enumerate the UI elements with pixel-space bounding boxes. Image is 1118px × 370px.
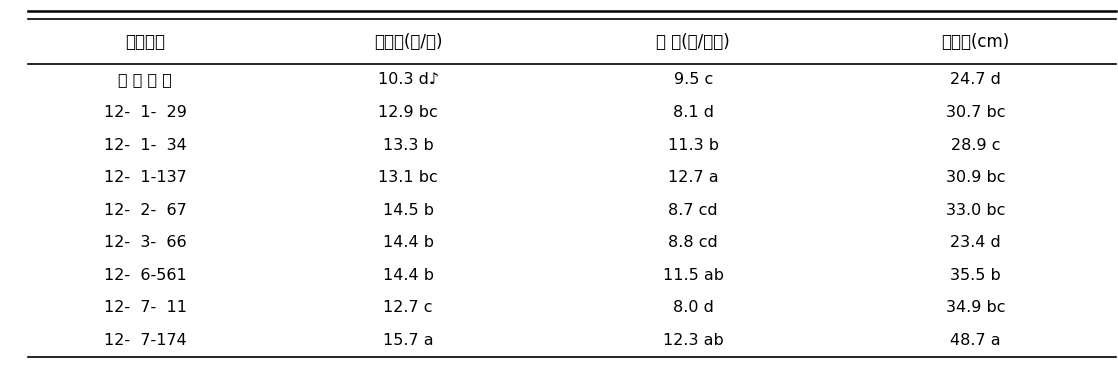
Text: 23.4 d: 23.4 d: [950, 235, 1001, 250]
Text: 8.1 d: 8.1 d: [673, 105, 713, 120]
Text: 30.7 bc: 30.7 bc: [946, 105, 1005, 120]
Text: 12-  7-  11: 12- 7- 11: [104, 300, 187, 315]
Text: 8.0 d: 8.0 d: [673, 300, 713, 315]
Text: 12.7 c: 12.7 c: [383, 300, 433, 315]
Text: 12-  1-  34: 12- 1- 34: [104, 138, 187, 152]
Text: 12-  1-137: 12- 1-137: [104, 170, 187, 185]
Text: 35.5 b: 35.5 b: [950, 268, 1001, 283]
Text: 14.4 b: 14.4 b: [382, 235, 434, 250]
Text: 14.4 b: 14.4 b: [382, 268, 434, 283]
Text: 12-  1-  29: 12- 1- 29: [104, 105, 187, 120]
Text: 24.7 d: 24.7 d: [950, 73, 1001, 87]
Text: 34.9 bc: 34.9 bc: [946, 300, 1005, 315]
Text: 화방장(cm): 화방장(cm): [941, 33, 1010, 51]
Text: 12.7 a: 12.7 a: [667, 170, 719, 185]
Text: 8.7 cd: 8.7 cd: [669, 203, 718, 218]
Text: 12.9 bc: 12.9 bc: [378, 105, 438, 120]
Text: 화방수(개/주): 화방수(개/주): [373, 33, 443, 51]
Text: 계통번호: 계통번호: [125, 33, 165, 51]
Text: 11.3 b: 11.3 b: [667, 138, 719, 152]
Text: 33.0 bc: 33.0 bc: [946, 203, 1005, 218]
Text: 15.7 a: 15.7 a: [382, 333, 434, 348]
Text: 8.8 cd: 8.8 cd: [669, 235, 718, 250]
Text: 12.3 ab: 12.3 ab: [663, 333, 723, 348]
Text: 11.5 ab: 11.5 ab: [663, 268, 723, 283]
Text: 화 수(개/화방): 화 수(개/화방): [656, 33, 730, 51]
Text: 13.1 bc: 13.1 bc: [378, 170, 438, 185]
Text: 13.3 b: 13.3 b: [382, 138, 434, 152]
Text: 30.9 bc: 30.9 bc: [946, 170, 1005, 185]
Text: 12-  3-  66: 12- 3- 66: [104, 235, 187, 250]
Text: 폴 라 멩 고: 폴 라 멩 고: [119, 73, 172, 87]
Text: 28.9 c: 28.9 c: [950, 138, 1001, 152]
Text: 12-  7-174: 12- 7-174: [104, 333, 187, 348]
Text: 12-  2-  67: 12- 2- 67: [104, 203, 187, 218]
Text: 48.7 a: 48.7 a: [950, 333, 1001, 348]
Text: 14.5 b: 14.5 b: [382, 203, 434, 218]
Text: 9.5 c: 9.5 c: [673, 73, 713, 87]
Text: 10.3 d♪: 10.3 d♪: [378, 73, 438, 87]
Text: 12-  6-561: 12- 6-561: [104, 268, 187, 283]
